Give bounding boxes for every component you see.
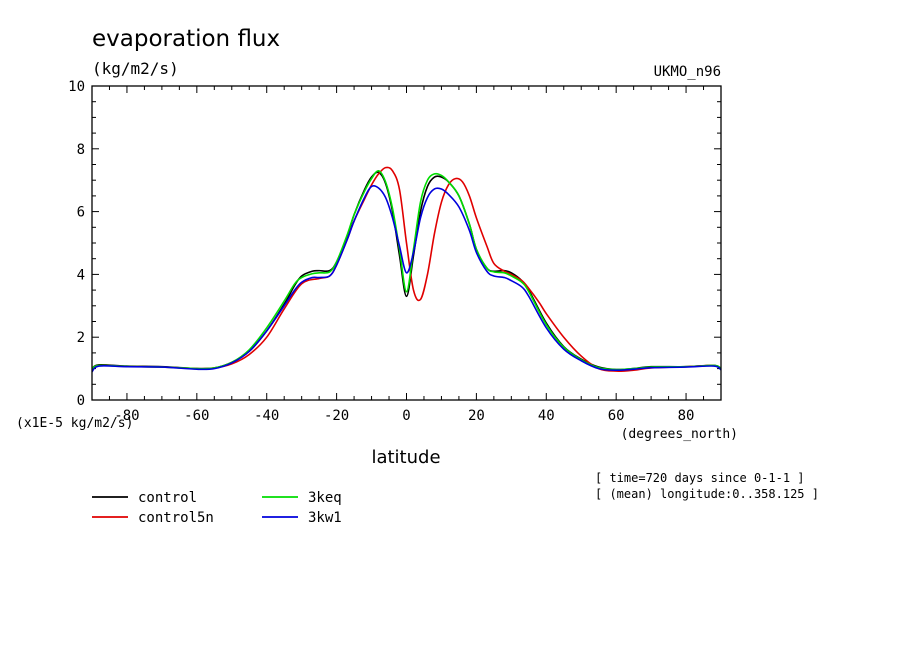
x-tick-label: -60	[184, 408, 209, 424]
x-axis-label: latitude	[371, 447, 440, 468]
legend: control control5n 3keq 3kw1	[92, 490, 342, 526]
x-tick-label: -80	[114, 408, 139, 424]
x-tick-label: 80	[678, 408, 695, 424]
y-tick-label: 6	[77, 205, 85, 221]
x-tick-label: 40	[538, 408, 555, 424]
x-tick-label: -40	[254, 408, 279, 424]
y-tick-label: 8	[77, 142, 85, 158]
dataset-label: UKMO_n96	[654, 64, 721, 80]
legend-label-control5n: control5n	[138, 510, 214, 526]
series-line-3keq	[91, 169, 722, 371]
y-scale-label: (x1E-5 kg/m2/s)	[16, 416, 133, 431]
x-tick-label: -20	[324, 408, 349, 424]
series-line-control5n	[91, 166, 722, 372]
chart-title: evaporation flux	[92, 26, 280, 52]
x-tick-label: 20	[468, 408, 485, 424]
legend-label-3keq: 3keq	[308, 490, 342, 506]
info-line-longitude: [ (mean) longitude:0..358.125 ]	[595, 487, 819, 501]
y-tick-label: 2	[77, 330, 85, 346]
y-axis-ticks: 0 2 4 6 8 10	[68, 79, 721, 409]
y-tick-label: 4	[77, 267, 85, 283]
y-tick-label: 10	[68, 79, 85, 95]
x-axis-ticks: -80 -60 -40 -20 0 20 40 60 80	[91, 86, 722, 424]
legend-label-control: control	[138, 490, 197, 506]
series-line-3kw1	[91, 185, 722, 373]
series-line-control	[91, 171, 722, 371]
plot-frame	[91, 85, 722, 401]
y-tick-label: 0	[77, 393, 85, 409]
x-tick-label: 60	[608, 408, 625, 424]
chart-units: (kg/m2/s)	[92, 59, 179, 78]
x-tick-label: 0	[402, 408, 410, 424]
series-lines	[91, 166, 722, 373]
info-line-time: [ time=720 days since 0-1-1 ]	[595, 471, 805, 485]
legend-label-3kw1: 3kw1	[308, 510, 342, 526]
x-units-label: (degrees_north)	[621, 427, 738, 442]
